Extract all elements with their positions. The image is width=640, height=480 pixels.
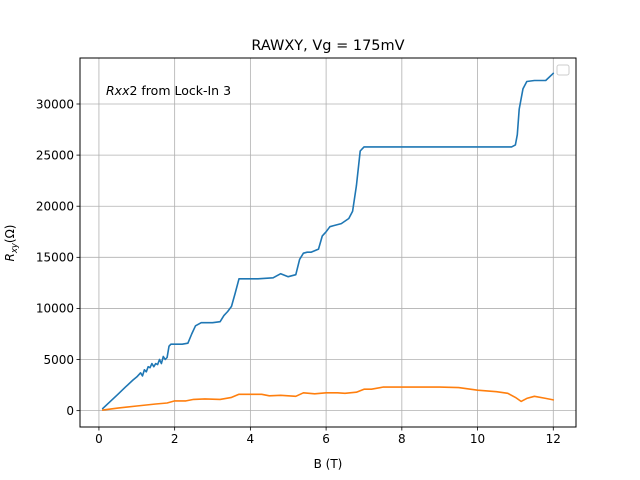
grid-lines <box>80 58 576 427</box>
series-line-1 <box>101 72 555 410</box>
x-axis: 0 2 4 6 8 10 12 <box>95 427 561 446</box>
y-axis-label-symbol: R <box>3 253 17 261</box>
x-tick-label: 8 <box>398 432 406 446</box>
y-tick-label: 25000 <box>36 148 74 162</box>
annotation-text: Rxx2 from Lock-In 3 <box>106 83 231 98</box>
x-tick-label: 12 <box>546 432 561 446</box>
y-tick-label: 30000 <box>36 97 74 111</box>
x-tick-label: 4 <box>247 432 255 446</box>
y-axis: 0 5000 10000 15000 20000 25000 30000 <box>36 97 80 418</box>
y-tick-label: 0 <box>66 404 74 418</box>
annotation-rest: 2 from Lock-In 3 <box>129 83 231 98</box>
series-line-2 <box>101 386 555 411</box>
series-group <box>101 72 555 411</box>
x-tick-label: 10 <box>470 432 485 446</box>
y-axis-label-unit: (Ω) <box>3 225 17 244</box>
legend-box <box>556 64 570 76</box>
y-tick-label: 5000 <box>43 353 74 367</box>
x-tick-label: 2 <box>171 432 179 446</box>
x-tick-label: 6 <box>322 432 330 446</box>
x-axis-label: B (T) <box>314 457 343 471</box>
y-axis-label: Rxy(Ω) <box>3 225 20 262</box>
plot-frame <box>79 57 577 428</box>
y-tick-label: 15000 <box>36 251 74 265</box>
chart-title: RAWXY, Vg = 175mV <box>251 38 404 54</box>
y-tick-label: 10000 <box>36 302 74 316</box>
y-axis-label-subscript: xy <box>10 242 20 254</box>
y-tick-label: 20000 <box>36 200 74 214</box>
x-tick-label: 0 <box>95 432 103 446</box>
annotation-italic: Rxx <box>106 83 130 98</box>
